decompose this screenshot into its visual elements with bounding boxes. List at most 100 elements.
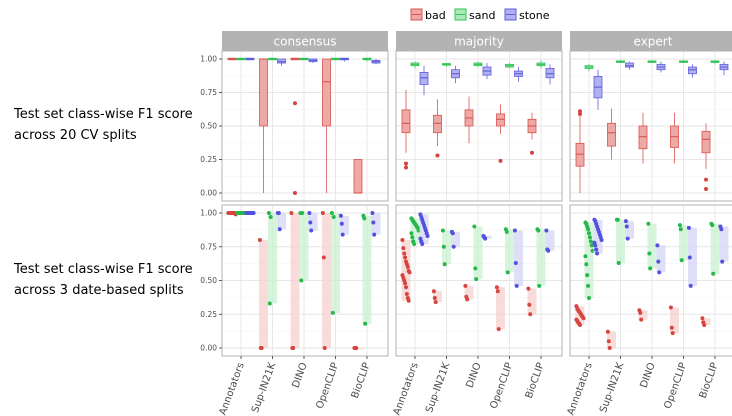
boxplot-consensus-Sup-IN21K-bad <box>259 58 268 193</box>
boxplot-expert-DINO-bad <box>638 112 648 164</box>
data-point <box>528 312 533 317</box>
strip-consensus-Sup-IN21K-stone <box>275 211 286 232</box>
row-label-date-line2: across 3 date-based splits <box>14 283 184 298</box>
outlier-point <box>293 191 297 195</box>
data-point <box>463 283 468 288</box>
y-tick-label: 0.75 <box>200 242 217 251</box>
data-point <box>678 227 683 232</box>
row-label-date: Test set class-wise F1 score across 3 da… <box>14 259 193 301</box>
data-point <box>656 259 661 264</box>
box <box>575 143 585 167</box>
outlier-point <box>704 186 708 191</box>
data-point <box>593 243 598 248</box>
x-tick-label-consensus-DINO: DINO <box>291 361 310 389</box>
x-tick-label-expert-BioCLIP: BioCLIP <box>698 361 721 400</box>
data-point <box>300 211 305 215</box>
strip-expert-OpenCLIP-bad <box>668 305 679 336</box>
data-point <box>710 223 715 228</box>
data-point <box>606 339 611 344</box>
data-point <box>670 331 675 336</box>
range-band <box>331 213 340 313</box>
range-band <box>451 231 460 247</box>
data-point <box>711 271 716 276</box>
data-point <box>266 211 271 215</box>
data-point <box>616 260 621 265</box>
data-point <box>363 321 368 326</box>
outlier-point <box>704 177 708 182</box>
data-point <box>588 239 593 244</box>
data-point <box>586 283 591 288</box>
data-point <box>587 235 592 240</box>
box <box>433 114 442 134</box>
data-point <box>267 301 272 306</box>
range-band <box>616 219 625 263</box>
data-point <box>409 231 414 236</box>
boxplot-consensus-Sup-IN21K-stone <box>277 58 286 66</box>
data-point <box>473 266 478 271</box>
data-point <box>605 329 610 334</box>
strip-majority-DINO-sand <box>472 224 483 282</box>
data-point <box>688 283 693 288</box>
boxplot-majority-Annotators-stone <box>419 65 429 96</box>
range-band <box>322 213 331 348</box>
box <box>496 113 505 127</box>
data-point <box>669 325 674 330</box>
row-label-cv: Test set class-wise F1 score across 20 C… <box>14 104 193 146</box>
boxplot-expert-BioCLIP-stone <box>719 61 729 76</box>
data-point <box>578 323 582 328</box>
data-point <box>720 259 725 264</box>
outlier-point <box>578 111 582 116</box>
data-point <box>624 224 629 229</box>
data-point <box>648 266 653 271</box>
data-point <box>442 262 447 267</box>
box <box>259 58 268 127</box>
boxplot-majority-Sup-IN21K-sand <box>442 63 451 68</box>
data-point <box>546 248 551 253</box>
strip-consensus-BioCLIP-stone <box>370 211 381 237</box>
range-band <box>442 230 451 265</box>
box <box>419 72 429 85</box>
strip-consensus-DINO-sand <box>298 211 309 283</box>
y-tick-label: 0.00 <box>200 344 217 353</box>
data-point <box>585 273 590 278</box>
data-point <box>657 270 662 275</box>
strip-consensus-Annotators-stone <box>244 211 256 215</box>
data-point <box>320 211 325 215</box>
y-tick-label: 0.25 <box>200 155 217 164</box>
data-point <box>668 305 673 310</box>
data-point <box>309 228 314 233</box>
strip-expert-OpenCLIP-sand <box>677 223 688 263</box>
boxplot-expert-OpenCLIP-sand <box>679 60 688 63</box>
range-band <box>647 223 657 269</box>
strip-expert-BioCLIP-stone <box>718 224 729 264</box>
data-point <box>702 323 707 328</box>
panel-r1-expert <box>569 50 732 202</box>
data-point <box>406 298 411 303</box>
boxplot-expert-DINO-sand <box>647 60 657 63</box>
data-point <box>441 244 446 249</box>
facet-strip-expert <box>570 31 732 51</box>
strip-consensus-BioCLIP-sand <box>361 213 372 326</box>
range-band <box>473 226 483 280</box>
data-point <box>625 236 630 241</box>
outlier-point <box>404 161 408 166</box>
boxplot-expert-BioCLIP-sand <box>710 60 720 65</box>
boxplot-consensus-OpenCLIP-sand <box>331 57 340 61</box>
data-point <box>362 216 367 221</box>
range-band <box>505 229 514 273</box>
boxplot-majority-BioCLIP-stone <box>545 64 555 85</box>
strip-majority-Sup-IN21K-sand <box>440 228 451 267</box>
data-point <box>402 251 407 256</box>
range-band <box>701 318 711 326</box>
range-band <box>482 235 492 239</box>
outlier-point <box>530 150 534 155</box>
boxplot-expert-OpenCLIP-stone <box>688 64 697 78</box>
x-tick-label-expert-OpenCLIP: OpenCLIP <box>662 361 689 410</box>
legend-label-sand: sand <box>469 9 495 22</box>
data-point <box>412 242 417 247</box>
data-point <box>623 219 628 224</box>
boxplot-expert-Annotators-bad <box>575 109 585 193</box>
data-point <box>432 296 437 301</box>
range-band <box>362 215 372 324</box>
data-point <box>307 211 312 215</box>
